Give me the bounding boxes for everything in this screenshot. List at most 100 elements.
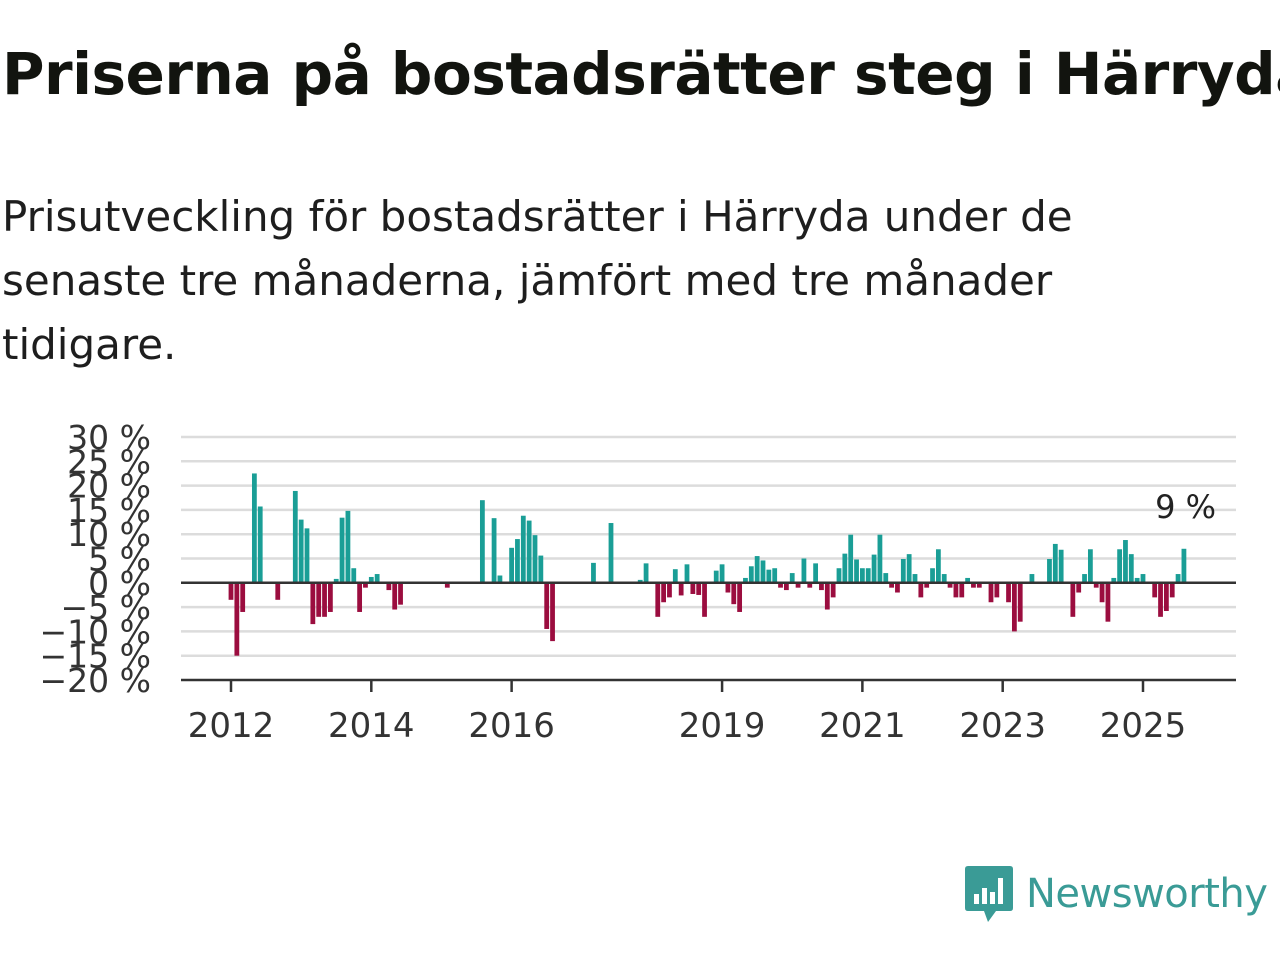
last-value-label: 9 % — [1155, 488, 1216, 526]
bar — [895, 582, 900, 593]
y-tick-label: −15 % — [40, 637, 152, 676]
bar — [234, 582, 240, 656]
bar — [345, 510, 351, 583]
bar — [865, 568, 871, 583]
bar — [1093, 582, 1099, 588]
x-tick-label: 2019 — [679, 706, 766, 745]
bar — [889, 582, 895, 588]
bar — [1006, 582, 1011, 603]
bar — [1175, 574, 1181, 583]
bar — [772, 568, 778, 583]
bar — [1163, 582, 1169, 611]
bar — [754, 556, 760, 583]
bar — [807, 582, 813, 588]
bar — [935, 549, 941, 583]
y-tick-label: −20 % — [40, 661, 152, 700]
x-tick-label: 2023 — [959, 706, 1046, 745]
bar — [1029, 574, 1035, 583]
bar — [690, 582, 696, 594]
bar — [988, 582, 994, 603]
y-tick-label: 15 % — [67, 491, 151, 530]
bar — [1140, 574, 1146, 583]
bar — [444, 582, 450, 588]
bar — [363, 582, 368, 588]
bar — [930, 568, 935, 583]
bar — [830, 582, 836, 598]
x-tick-label: 2014 — [328, 706, 415, 745]
bar — [801, 558, 807, 583]
bar — [398, 582, 403, 605]
bar — [813, 563, 819, 583]
bar — [637, 579, 643, 583]
bar — [479, 500, 485, 583]
bar — [819, 582, 824, 591]
y-tick-label: 0 % — [88, 564, 151, 603]
bar — [783, 582, 789, 591]
bar — [1181, 548, 1187, 583]
y-tick-label: −10 % — [40, 612, 152, 651]
bar — [386, 582, 392, 591]
y-tick-label: −5 % — [61, 588, 152, 627]
bar — [1082, 574, 1087, 583]
page-subtitle: Prisutveckling för bostadsrätter i Härry… — [2, 192, 1073, 369]
y-tick-label: 5 % — [88, 540, 151, 579]
bar — [836, 568, 842, 583]
bar — [327, 582, 333, 612]
bar — [883, 573, 889, 583]
bar — [251, 473, 257, 583]
bar — [842, 553, 848, 583]
bar — [719, 564, 725, 583]
bar — [1128, 554, 1134, 583]
bar — [1017, 582, 1023, 622]
bar — [1087, 549, 1093, 583]
bars — [228, 473, 1187, 656]
x-tick-label: 2025 — [1100, 706, 1187, 745]
x-tick-label: 2016 — [468, 706, 555, 745]
bar — [1152, 582, 1158, 598]
bar — [953, 582, 959, 598]
bar — [1111, 577, 1117, 583]
bar — [374, 574, 380, 583]
bar — [1158, 582, 1163, 617]
bar — [912, 574, 918, 583]
page-title: Priserna på bostadsrätter steg i Härryda — [2, 40, 1280, 108]
bar — [532, 535, 538, 583]
bar — [1058, 549, 1064, 583]
bar — [906, 554, 912, 583]
y-tick-label: 10 % — [67, 515, 151, 554]
bar — [351, 568, 357, 583]
bar — [240, 582, 246, 612]
bar — [655, 582, 661, 617]
bar — [971, 582, 976, 588]
x-tick-label: 2012 — [188, 706, 275, 745]
bar-chart: 30 %25 %20 %15 %10 %5 %0 %−5 %−10 %−15 %… — [40, 418, 1236, 745]
bar — [959, 582, 965, 598]
x-axis-labels: 2012 2014 2016 2019 2021 2023 2025 — [188, 706, 1187, 745]
bar — [520, 515, 526, 583]
bar — [778, 582, 783, 588]
bar — [538, 555, 544, 583]
y-axis-labels: 30 %25 %20 %15 %10 %5 %0 %−5 %−10 %−15 %… — [40, 418, 152, 700]
bar — [672, 569, 678, 583]
bar — [292, 490, 298, 583]
bar — [515, 539, 520, 583]
bar — [1052, 543, 1058, 583]
bar — [918, 582, 924, 598]
bar — [678, 582, 684, 596]
y-tick-label: 20 % — [67, 467, 151, 506]
bar — [1123, 540, 1128, 583]
y-tick-label: 30 % — [67, 418, 151, 457]
bar — [1011, 582, 1017, 632]
bar — [1070, 582, 1076, 617]
bar — [743, 577, 748, 583]
bar — [795, 582, 801, 588]
bar — [392, 582, 398, 610]
bar — [544, 582, 550, 629]
bar — [339, 517, 345, 583]
axes — [181, 581, 1236, 692]
bar — [737, 582, 743, 612]
bar — [994, 582, 1000, 598]
bar — [824, 582, 830, 610]
bar — [766, 569, 772, 583]
bar — [871, 554, 877, 583]
